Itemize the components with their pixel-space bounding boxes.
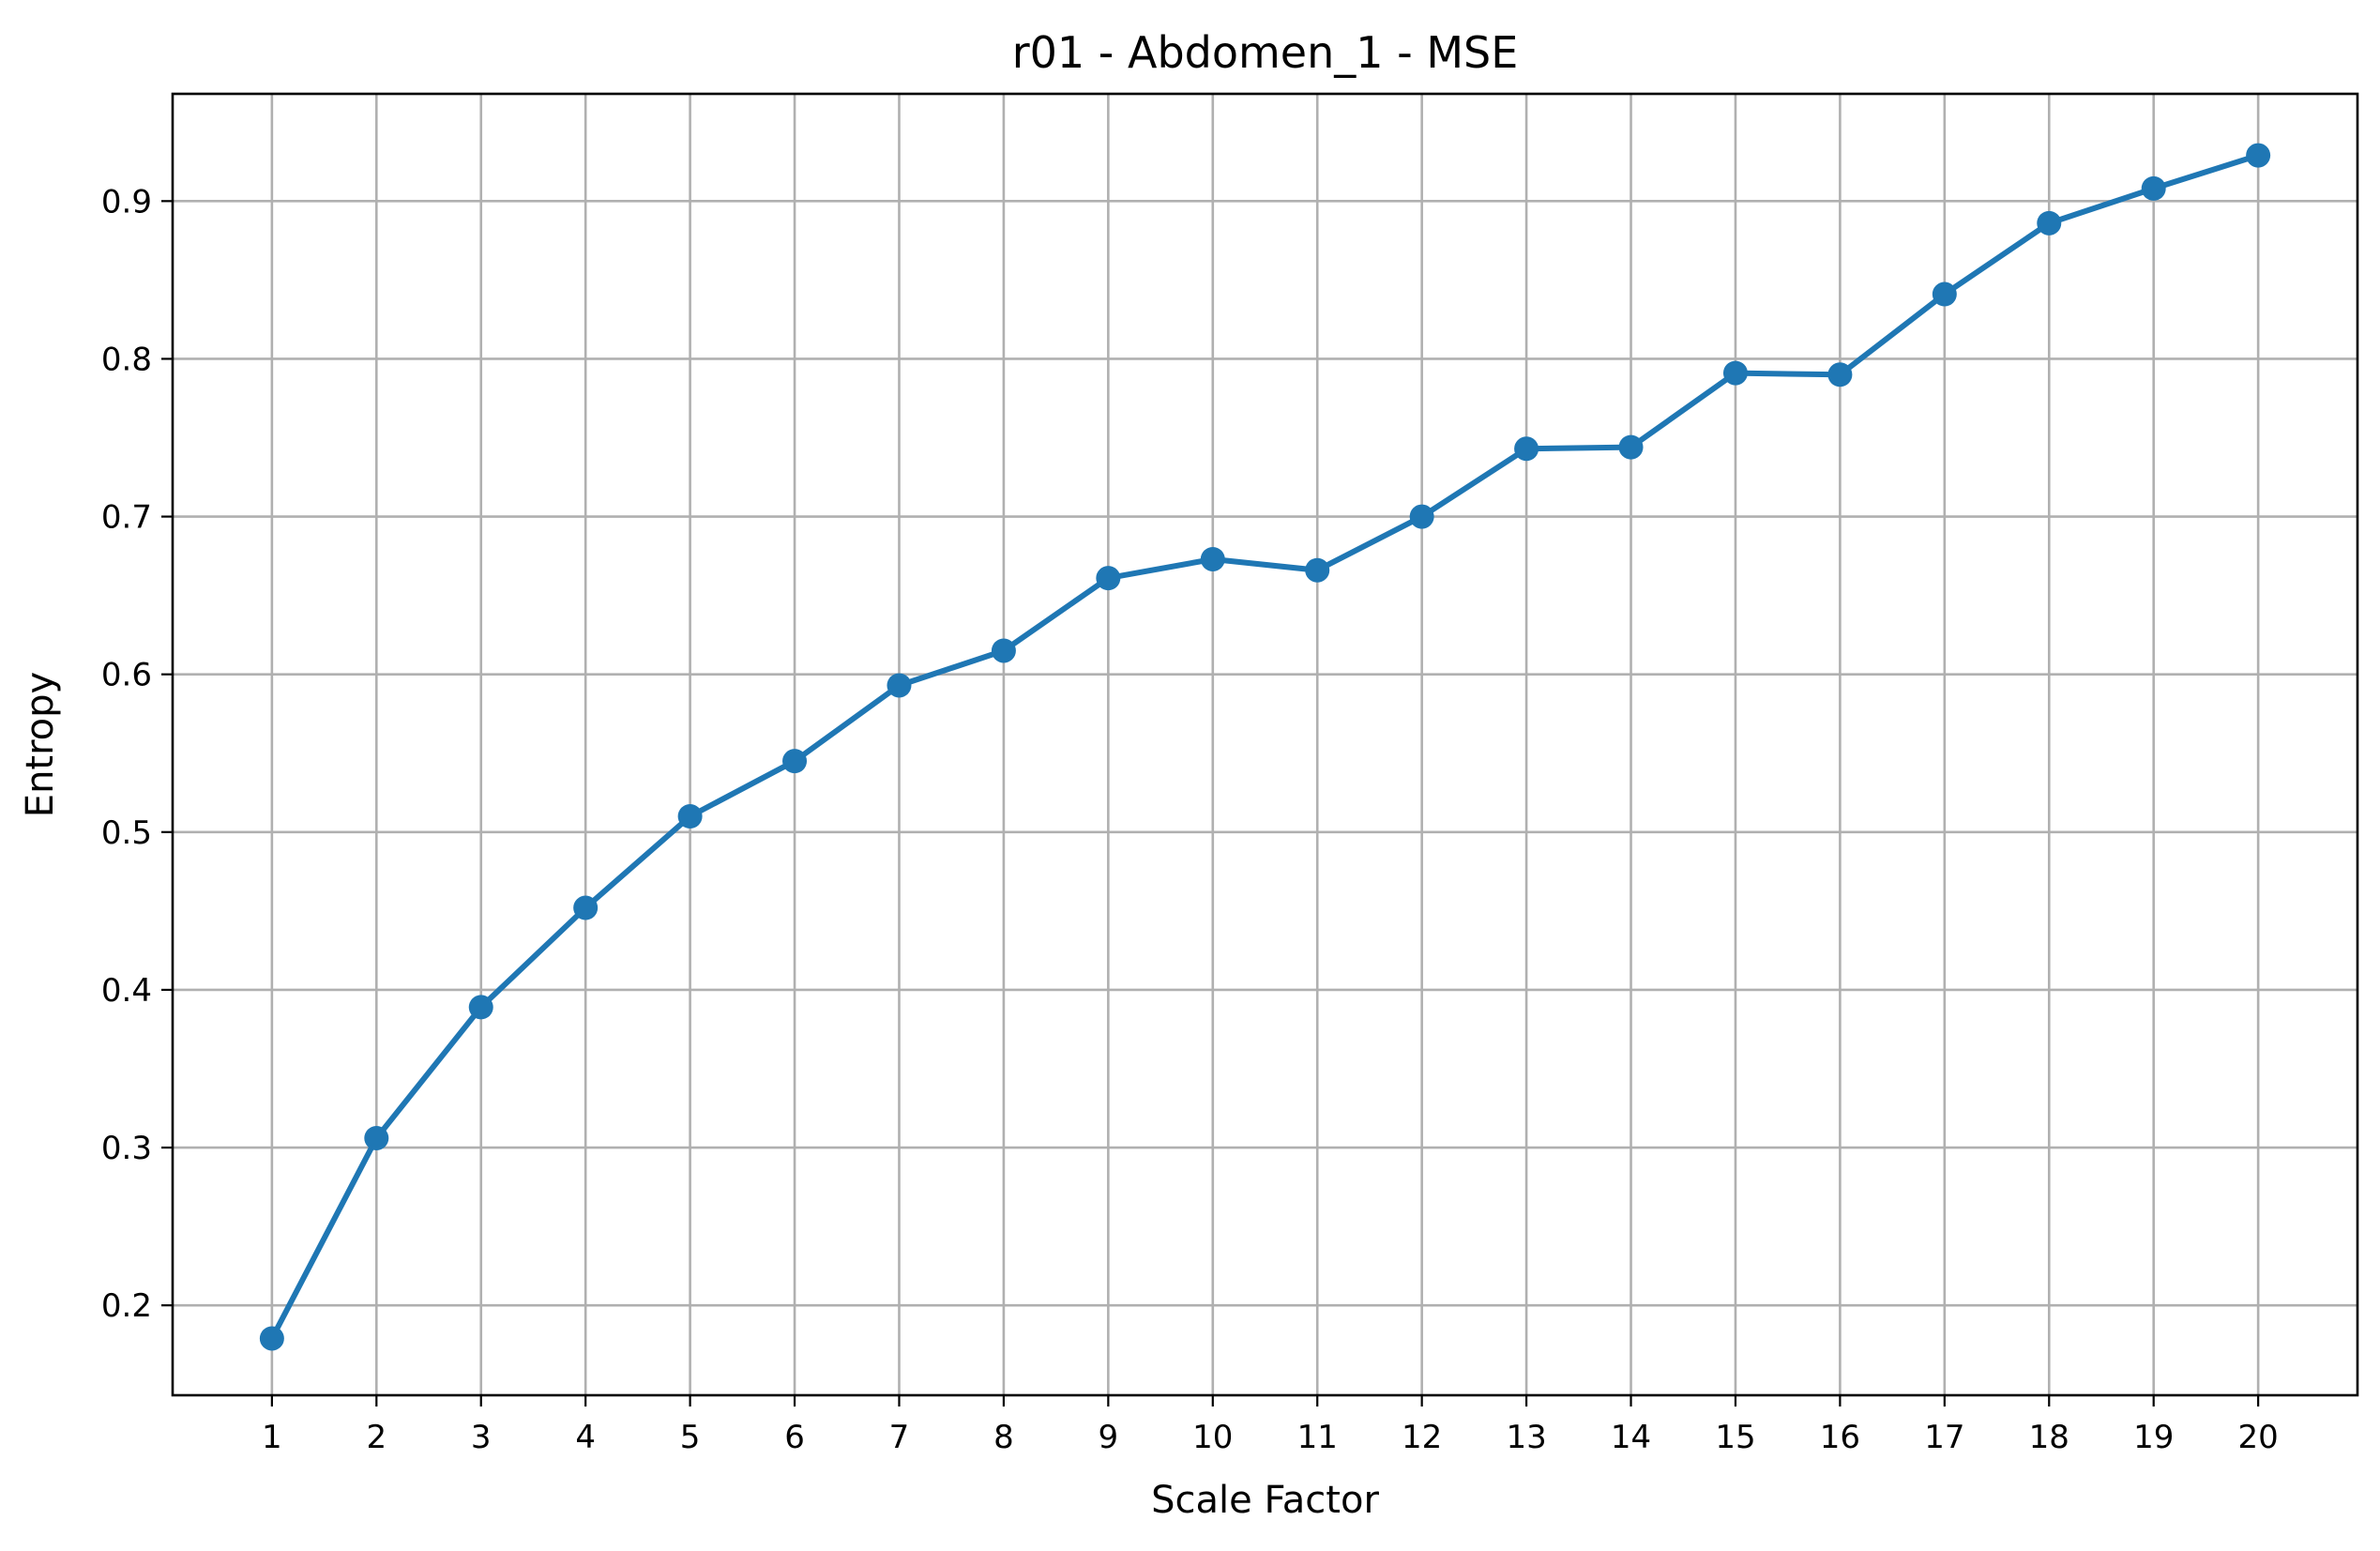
data-markers (259, 143, 2271, 1351)
y-axis-label: Entropy (19, 672, 62, 817)
x-tick-label: 4 (575, 1419, 596, 1456)
x-tick-label: 8 (993, 1419, 1014, 1456)
data-point (1096, 566, 1121, 591)
x-tick-label: 2 (366, 1419, 387, 1456)
y-tick-label: 0.7 (101, 499, 152, 537)
y-tick-label: 0.3 (101, 1130, 152, 1167)
x-tick-label: 9 (1099, 1419, 1119, 1456)
data-point (364, 1125, 389, 1150)
x-tick-label: 7 (889, 1419, 910, 1456)
x-axis-label: Scale Factor (1151, 1479, 1379, 1522)
data-series (268, 152, 2262, 1342)
data-point (1722, 360, 1748, 386)
y-tick-label: 0.5 (101, 814, 152, 852)
data-point (2246, 143, 2271, 168)
data-point (1305, 557, 1330, 583)
chart-title: r01 - Abdomen_1 - MSE (1012, 27, 1519, 78)
x-tick-label: 10 (1192, 1419, 1233, 1456)
x-tick-label: 14 (1611, 1419, 1651, 1456)
x-tick-label: 18 (2029, 1419, 2069, 1456)
x-tick-label: 12 (1402, 1419, 1442, 1456)
x-tick-label: 17 (1924, 1419, 1964, 1456)
x-tick-label: 19 (2133, 1419, 2174, 1456)
x-tick-label: 15 (1715, 1419, 1755, 1456)
data-point (991, 638, 1016, 663)
data-point (2141, 175, 2166, 201)
data-point (1932, 281, 1957, 307)
plot-frame (171, 92, 2359, 1397)
y-tick-label: 0.4 (101, 972, 152, 1010)
x-tick-label: 11 (1297, 1419, 1338, 1456)
x-tick-label: 1 (262, 1419, 282, 1456)
data-point (468, 995, 493, 1020)
data-point (2037, 210, 2062, 236)
data-point (782, 749, 808, 774)
grid (173, 94, 2357, 1395)
x-tick-label: 3 (471, 1419, 492, 1456)
data-point (887, 673, 912, 698)
data-point (1514, 436, 1539, 462)
data-point (1409, 504, 1434, 529)
x-tick-label: 13 (1506, 1419, 1546, 1456)
data-point (259, 1326, 284, 1351)
x-tick-label: 20 (2238, 1419, 2279, 1456)
data-point (1827, 362, 1853, 388)
y-tick-label: 0.9 (101, 183, 152, 220)
y-tick-label: 0.6 (101, 657, 152, 694)
axis-ticks: 1 2 3 4 5 6 7 8 9 10 11 12 13 14 15 16 17 18 19 200.20.30.4… (101, 183, 2279, 1456)
x-tick-label: 6 (784, 1419, 805, 1456)
y-tick-label: 0.2 (101, 1287, 152, 1325)
data-point (1200, 546, 1225, 571)
data-point (573, 895, 599, 920)
x-tick-label: 16 (1820, 1419, 1860, 1456)
data-point (1618, 434, 1644, 460)
data-point (677, 803, 703, 829)
x-tick-label: 5 (680, 1419, 701, 1456)
y-tick-label: 0.8 (101, 341, 152, 378)
series-line (268, 152, 2262, 1342)
